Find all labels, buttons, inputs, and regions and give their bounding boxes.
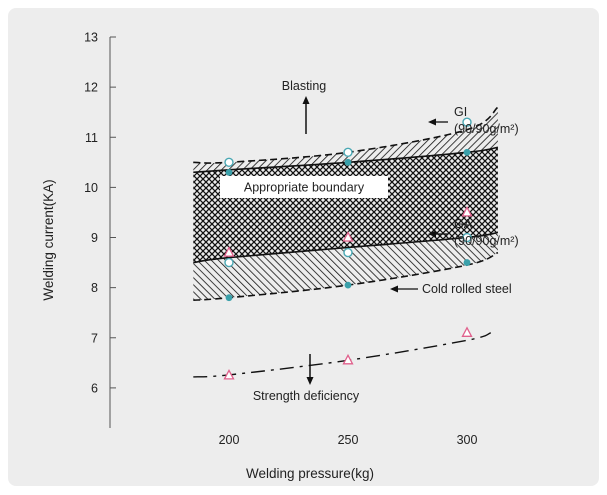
bands: [193, 106, 499, 301]
y-axis-label: Welding current(KA): [41, 179, 56, 300]
gi-sublabel: (90/90g/m²): [454, 122, 519, 136]
appropriate-boundary-label: Appropriate boundary: [244, 181, 365, 195]
x-axis-label: Welding pressure(kg): [246, 466, 374, 481]
points: [223, 117, 473, 380]
filled-circle-point: [225, 294, 233, 302]
y-tick-label: 12: [84, 81, 98, 95]
x-tick-label: 200: [219, 433, 240, 447]
open-circle-point: [462, 232, 472, 243]
gi-pointer-head: [428, 118, 436, 126]
filled-circle-point: [344, 281, 352, 289]
filled-circle-point: [344, 158, 352, 166]
y-tick-label: 8: [91, 281, 98, 295]
gi-label: GI: [454, 105, 467, 119]
triangle-point: [223, 246, 235, 257]
open-circle-point: [462, 117, 472, 127]
cold-rolled-pointer-head: [390, 285, 398, 293]
ga-label: GA: [454, 217, 473, 231]
blasting-label: Blasting: [282, 79, 327, 93]
appropriate-boundary-box: [220, 176, 388, 198]
strength-limit-curve: [193, 332, 492, 378]
x-tick-label: 250: [338, 433, 359, 447]
chart: 6 7 8 9 10 11 12 13 200 250 300 Appropriate bounda…: [41, 31, 519, 482]
y-tick-label: 11: [85, 131, 98, 145]
ga-sublabel: (90/90g/m²): [454, 234, 519, 248]
chart-panel: 6 7 8 9 10 11 12 13 200 250 300 Appropriate bounda…: [8, 8, 599, 486]
ga-pointer-head: [428, 230, 436, 238]
blasting-arrowhead: [302, 96, 310, 104]
y-tick-label: 13: [84, 31, 98, 45]
filled-circle-point: [225, 168, 233, 176]
open-circle-point: [224, 257, 234, 268]
triangle-point: [461, 326, 473, 337]
triangle-point: [223, 369, 235, 380]
triangle-point: [461, 206, 473, 217]
ga-lower-edge: [193, 231, 499, 264]
strength-deficiency-label: Strength deficiency: [253, 389, 360, 403]
open-circle-point: [343, 247, 353, 258]
filled-circle-point: [463, 259, 471, 266]
triangle-point: [342, 231, 354, 242]
strength-deficiency-arrowhead: [306, 377, 314, 385]
band-cold-rolled-steel: [193, 232, 498, 301]
filled-circle-point: [463, 148, 471, 156]
dashed-curve-group: [193, 332, 492, 378]
y-tick-label: 6: [91, 381, 98, 395]
x-tick-label: 300: [457, 433, 478, 447]
axis-ticks: 6 7 8 9 10 11 12 13 200 250 300: [84, 31, 477, 448]
y-tick-label: 10: [84, 181, 98, 195]
cold-rolled-label: Cold rolled steel: [422, 282, 512, 296]
open-circle-point: [224, 157, 234, 168]
open-circle-point: [343, 147, 353, 157]
triangle-point: [342, 353, 354, 365]
y-tick-label: 9: [91, 231, 98, 245]
y-tick-label: 7: [91, 331, 98, 345]
